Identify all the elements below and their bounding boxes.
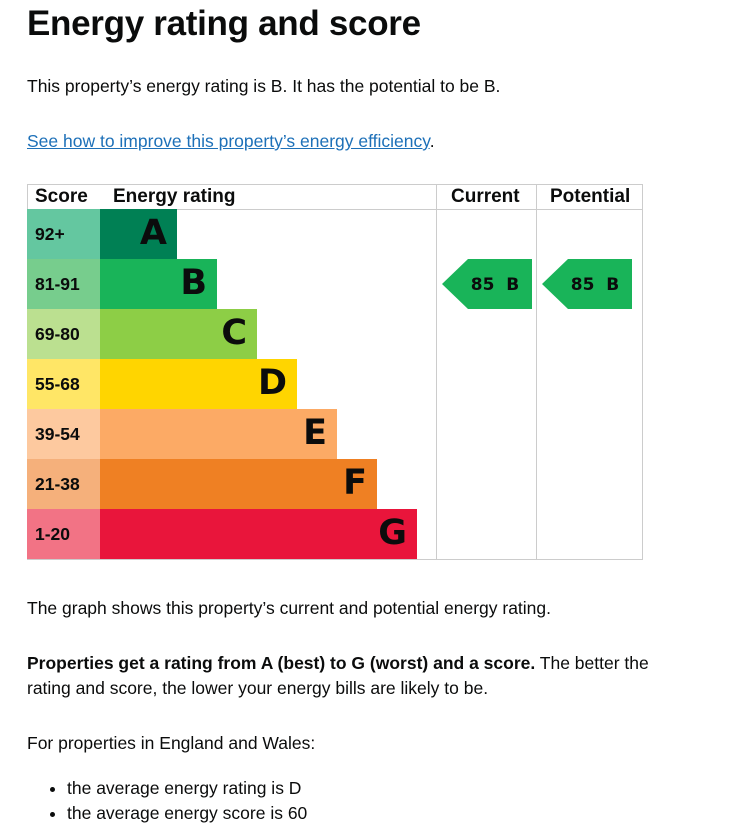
ratings-explanation: Properties get a rating from A (best) to… [27,651,667,701]
band-letter-e: E [303,413,327,453]
band-bar-c: C [100,309,257,359]
potential-header: Potential [550,186,631,207]
band-score-a: 92+ [27,209,100,259]
band-bar-b: B [100,259,217,309]
current-arrow-label: 85 B [471,275,519,295]
potential-rating-arrow: 85 B [542,259,632,309]
graph-caption: The graph shows this property’s current … [27,598,552,618]
regional-intro: For properties in England and Wales: [27,733,316,753]
intro-text: This property’s energy rating is B. It h… [27,76,501,96]
current-column-divider [436,184,437,559]
potential-column-divider [536,184,537,559]
current-header: Current [451,186,520,207]
band-bar-e: E [100,409,337,459]
page-title: Energy rating and score [27,4,421,43]
band-letter-f: F [343,463,367,503]
average-rating-item: the average energy rating is D [67,776,307,801]
band-score-d: 55-68 [27,359,100,409]
ratings-explanation-bold: Properties get a rating from A (best) to… [27,653,536,673]
band-letter-c: C [221,313,247,353]
band-score-c: 69-80 [27,309,100,359]
band-letter-b: B [180,263,207,303]
band-score-f: 21-38 [27,459,100,509]
band-letter-g: G [378,513,407,553]
improve-link-paragraph: See how to improve this property’s energ… [27,129,435,154]
band-bar-d: D [100,359,297,409]
band-score-e: 39-54 [27,409,100,459]
ratings-explanation-rest: The better the rating and score, the low… [27,653,649,698]
band-bar-a: A [100,209,177,259]
band-letter-d: D [257,363,287,403]
band-letter-a: A [139,213,167,253]
header-divider [27,209,642,210]
average-score-item: the average energy score is 60 [67,801,307,826]
energy-rating-header: Energy rating [113,186,236,207]
current-rating-arrow: 85 B [442,259,532,309]
improve-efficiency-link[interactable]: See how to improve this property’s energ… [27,131,430,151]
band-bar-g: G [100,509,417,559]
averages-list: the average energy rating is D the avera… [27,776,307,826]
link-suffix: . [429,131,435,151]
band-bar-f: F [100,459,377,509]
energy-rating-chart: Score Energy rating Current Potential 92… [27,184,643,560]
potential-arrow-label: 85 B [571,275,619,295]
score-header: Score [35,186,88,207]
band-score-b: 81-91 [27,259,100,309]
band-score-g: 1-20 [27,509,100,559]
